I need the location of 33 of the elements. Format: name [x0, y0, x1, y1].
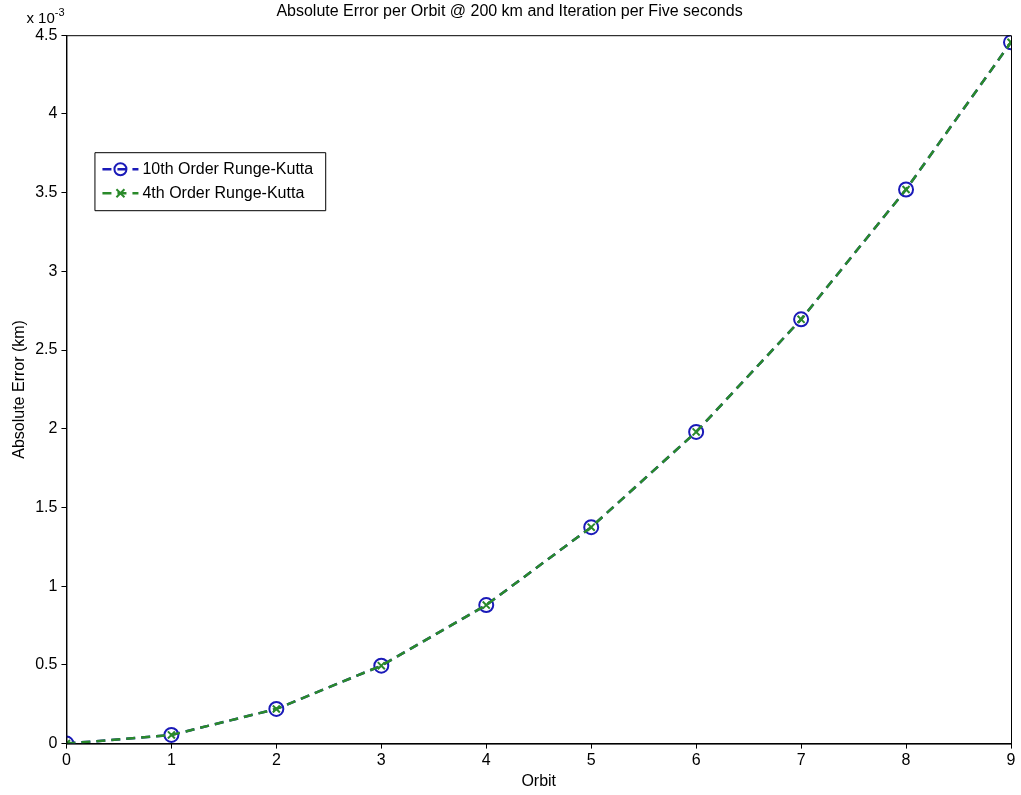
legend-label: 4th Order Runge-Kutta — [142, 183, 305, 201]
point — [898, 181, 915, 198]
x-tick-label: 8 — [901, 750, 911, 768]
point — [373, 657, 390, 674]
point — [268, 700, 285, 717]
y-tick-label: 4 — [48, 104, 58, 122]
point — [163, 726, 180, 743]
x-tick-label: 2 — [271, 750, 281, 768]
x-axis-title: Orbit — [521, 771, 557, 789]
y-tick-label: 3 — [48, 261, 58, 279]
y-tick-label: 1.5 — [35, 497, 58, 515]
y-tick-label: 4.5 — [35, 25, 58, 43]
x-tick-label: 0 — [61, 750, 71, 768]
y-tick-label: 1 — [48, 576, 58, 594]
x-tick-label: 4 — [481, 750, 491, 768]
x-tick-label: 3 — [376, 750, 386, 768]
y-tick-label: 3.5 — [35, 183, 58, 201]
point — [793, 311, 810, 328]
chart-title: Absolute Error per Orbit @ 200 km and Iteration per Five seconds — [276, 2, 743, 20]
point — [478, 597, 495, 614]
point — [688, 423, 705, 440]
y-tick-label: 0 — [48, 734, 58, 752]
x-tick-label: 7 — [796, 750, 806, 768]
y-tick-label: 0.5 — [35, 655, 58, 673]
y-tick-label: 2.5 — [35, 340, 58, 358]
x-tick-label: 1 — [166, 750, 176, 768]
y-tick-label: 2 — [48, 419, 58, 437]
legend-label: 10th Order Runge-Kutta — [142, 159, 314, 177]
x-tick-label: 5 — [586, 750, 596, 768]
x-tick-label: 9 — [1006, 750, 1016, 768]
y-axis-title: Absolute Error (km) — [10, 320, 28, 459]
x-tick-label: 6 — [691, 750, 701, 768]
point — [583, 519, 600, 536]
